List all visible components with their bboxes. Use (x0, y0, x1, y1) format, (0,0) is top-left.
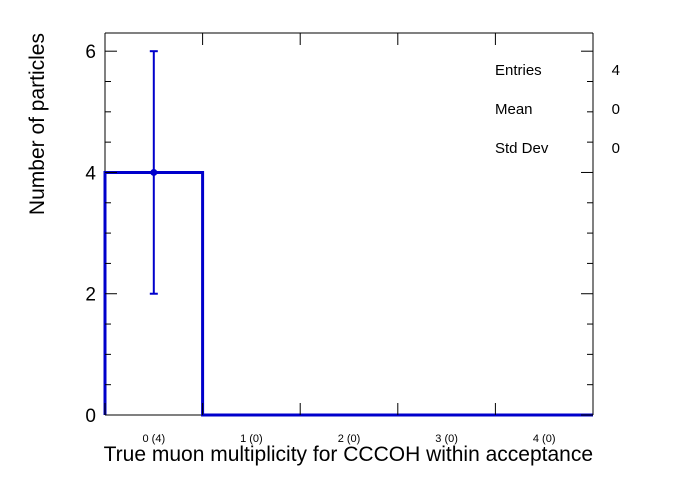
x-category-label-4: 4 (0) (533, 433, 556, 445)
data-point-0 (150, 168, 158, 176)
y-axis-title: Number of particles (26, 33, 49, 215)
stats-stddev-label: Std Dev (495, 140, 549, 157)
y-tick-label-2: 2 (85, 285, 96, 306)
x-category-label-1: 1 (0) (240, 433, 263, 445)
x-category-label-0: 0 (4) (142, 433, 165, 445)
stats-entries-value: 4 (612, 62, 620, 79)
x-category-label-2: 2 (0) (338, 433, 361, 445)
stats-stddev-value: 0 (612, 140, 620, 157)
x-category-label-3: 3 (0) (435, 433, 458, 445)
stats-box: Entries 4 Mean 0 Std Dev 0 (495, 62, 620, 157)
stats-mean-label: Mean (495, 101, 533, 118)
stats-mean-value: 0 (612, 101, 620, 118)
histogram-outline (103, 170, 593, 417)
y-tick-label-6: 6 (85, 42, 96, 63)
y-tick-label-0: 0 (85, 406, 96, 427)
x-axis-title: True muon multiplicity for CCCOH within … (104, 443, 593, 466)
y-tick-label-4: 4 (85, 163, 96, 184)
stats-entries-label: Entries (495, 62, 542, 79)
